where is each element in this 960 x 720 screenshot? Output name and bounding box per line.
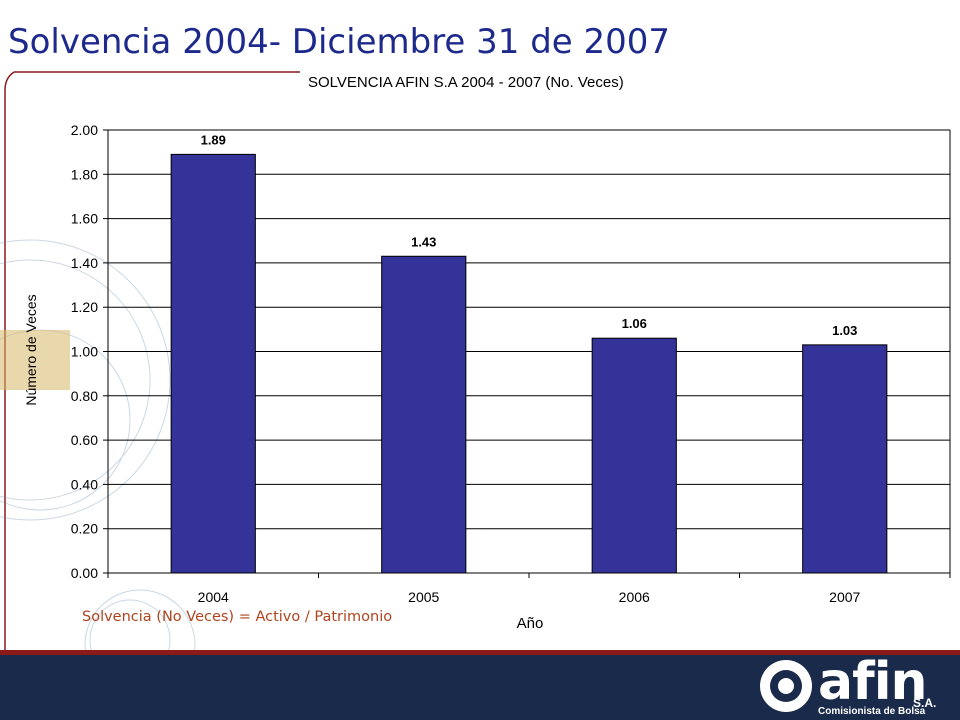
- bar: [591, 337, 677, 574]
- x-tick-label: 2006: [619, 589, 650, 605]
- solvency-formula-note: Solvencia (No Veces) = Activo / Patrimon…: [82, 609, 393, 625]
- data-label: 1.06: [622, 316, 647, 331]
- bar: [170, 153, 256, 574]
- data-labels: 1.89 1.43 1.06 1.03: [201, 132, 858, 337]
- y-tick-label: 0.80: [71, 388, 98, 404]
- y-tick-label: 0.20: [71, 521, 98, 537]
- x-tick-label: 2007: [829, 589, 860, 605]
- y-tick-label: 1.80: [71, 166, 98, 182]
- logo-suffix: S.A.: [913, 696, 937, 710]
- afin-logo-mark-icon: [760, 660, 812, 712]
- data-label: 1.43: [411, 234, 436, 249]
- y-tick-label: 1.20: [71, 299, 98, 315]
- data-label: 1.89: [201, 132, 226, 147]
- axes: 0.00 0.20 0.40 0.60 0.80 1.00 1.20 1.40 1.60 1.80…: [71, 122, 951, 605]
- x-axis-label: Año: [517, 615, 544, 632]
- y-tick-label: 0.40: [71, 476, 98, 492]
- y-tick-label: 1.60: [71, 211, 98, 227]
- x-tick-label: 2005: [408, 589, 439, 605]
- y-tick-label: 2.00: [71, 122, 98, 138]
- gold-bar-image: [0, 330, 70, 390]
- chart-title: SOLVENCIA AFIN S.A 2004 - 2007 (No. Vece…: [308, 74, 624, 91]
- bars: [170, 153, 888, 574]
- y-tick-label: 1.40: [71, 255, 98, 271]
- y-tick-label: 0.00: [71, 565, 98, 581]
- y-axis-label: Número de Veces: [23, 294, 39, 405]
- bar: [802, 344, 888, 574]
- y-tick-label: 1.00: [71, 344, 98, 360]
- footer-accent-line: [0, 650, 960, 655]
- slide-title: Solvencia 2004- Diciembre 31 de 2007: [8, 22, 671, 62]
- logo-subtitle: Comisionista de Bolsa: [818, 706, 926, 717]
- logo-wordmark: afin: [818, 652, 928, 712]
- data-label: 1.03: [832, 323, 857, 338]
- x-tick-label: 2004: [198, 589, 229, 605]
- bar: [381, 255, 467, 574]
- afin-logo: afin S.A. Comisionista de Bolsa: [758, 652, 958, 718]
- y-tick-label: 0.60: [71, 432, 98, 448]
